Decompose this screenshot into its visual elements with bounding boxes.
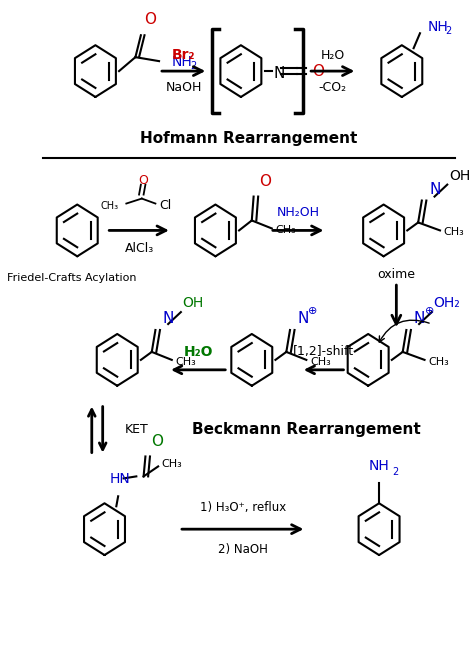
Text: oxime: oxime bbox=[377, 267, 415, 281]
Text: NH₂OH: NH₂OH bbox=[277, 206, 319, 219]
Text: ⊕: ⊕ bbox=[425, 306, 434, 316]
Text: CH₃: CH₃ bbox=[275, 226, 296, 236]
Text: NaOH: NaOH bbox=[165, 81, 202, 93]
Text: HN: HN bbox=[109, 473, 130, 487]
Text: Friedel-Crafts Acylation: Friedel-Crafts Acylation bbox=[7, 273, 137, 283]
Text: Cl: Cl bbox=[159, 199, 171, 212]
Text: 2: 2 bbox=[190, 61, 196, 71]
Text: NH: NH bbox=[427, 21, 448, 34]
Text: O: O bbox=[145, 13, 156, 27]
Text: Hofmann Rearrangement: Hofmann Rearrangement bbox=[140, 131, 358, 146]
Text: CH₃: CH₃ bbox=[101, 201, 119, 211]
Text: AlCl₃: AlCl₃ bbox=[125, 242, 154, 255]
Text: CH₃: CH₃ bbox=[175, 357, 196, 367]
Text: Beckmann Rearrangement: Beckmann Rearrangement bbox=[192, 422, 421, 437]
Text: KET: KET bbox=[125, 423, 148, 436]
Text: N: N bbox=[297, 311, 309, 326]
Text: Br₂: Br₂ bbox=[172, 48, 195, 62]
Text: CH₃: CH₃ bbox=[310, 357, 331, 367]
Text: H₂O: H₂O bbox=[320, 49, 345, 62]
Text: CH₃: CH₃ bbox=[444, 228, 465, 238]
Text: NH: NH bbox=[369, 459, 390, 473]
Text: N: N bbox=[163, 311, 174, 326]
Text: O: O bbox=[259, 173, 271, 189]
Text: N: N bbox=[429, 181, 440, 197]
Text: N: N bbox=[273, 66, 285, 81]
Text: CH₃: CH₃ bbox=[162, 459, 182, 469]
Text: OH₂: OH₂ bbox=[434, 296, 460, 310]
Text: H₂O: H₂O bbox=[183, 345, 213, 359]
Text: CH₃: CH₃ bbox=[428, 357, 449, 367]
Text: OH: OH bbox=[182, 296, 204, 310]
Text: NH: NH bbox=[172, 55, 192, 69]
Text: O: O bbox=[312, 64, 324, 79]
Text: ⊕: ⊕ bbox=[308, 306, 318, 316]
Text: N: N bbox=[414, 311, 425, 326]
Text: 1) H₃O⁺, reflux: 1) H₃O⁺, reflux bbox=[200, 500, 286, 514]
Text: OH: OH bbox=[449, 169, 470, 183]
Text: [1,2]-shift: [1,2]-shift bbox=[293, 346, 354, 358]
Text: 2) NaOH: 2) NaOH bbox=[218, 543, 268, 555]
Text: O: O bbox=[138, 174, 147, 187]
Text: 2: 2 bbox=[446, 26, 452, 36]
Text: -CO₂: -CO₂ bbox=[319, 81, 347, 93]
Text: O: O bbox=[151, 434, 163, 448]
Text: 2: 2 bbox=[392, 467, 398, 477]
